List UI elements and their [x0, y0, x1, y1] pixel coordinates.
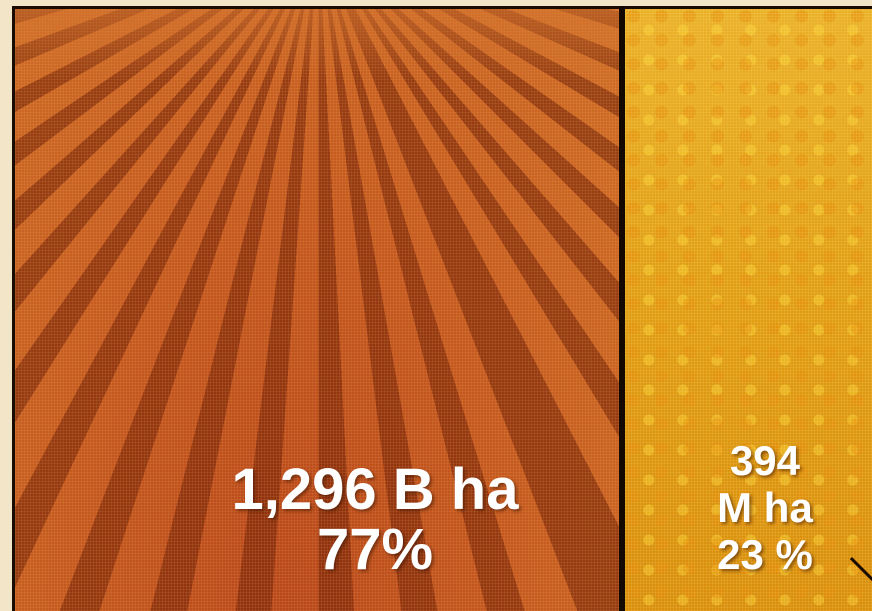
left-share-text: 77% — [316, 516, 434, 582]
right-share-text: 23 % — [717, 531, 813, 579]
left-field-label: 1,296 B ha 77% — [220, 460, 530, 579]
right-field-label: 394 M ha 23 % — [700, 437, 830, 578]
left-field-image — [12, 6, 622, 611]
left-area-text: 1,296 B ha — [231, 457, 519, 522]
right-area-unit-text: M ha — [717, 484, 813, 532]
panel-divider — [619, 6, 625, 611]
right-area-number-text: 394 — [729, 437, 801, 484]
right-field-image — [625, 6, 872, 611]
